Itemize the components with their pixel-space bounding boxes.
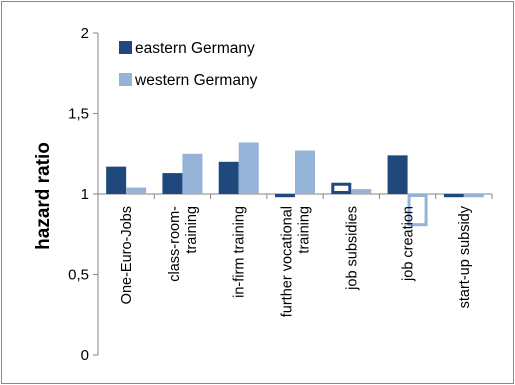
bar-eastern-germany [443,194,464,198]
y-tick-label: 1,5 [68,106,89,123]
bar-western-germany [351,189,372,194]
category-label: further vocational training [280,206,313,317]
category-label-line: start-up subsidy [457,205,473,308]
y-axis-ticks: 0 0,5 1 1,5 2 [68,25,98,364]
bar-western-germany [295,150,315,194]
bar-eastern-germany [331,182,352,194]
category-label: in-firm training [232,206,248,298]
bar-eastern-germany [218,161,239,194]
category-labels: One-Euro-Jobs class-room-training in-firm … [119,205,473,317]
bar-western-germany [126,187,147,194]
category-label: One-Euro-Jobs [119,206,135,304]
category-label: job subsidies [344,206,360,291]
legend-swatch [119,73,132,86]
y-tick-label: 1 [81,186,89,203]
legend-label: western Germany [134,72,258,89]
bar-eastern-germany [275,194,295,198]
bar-western-germany [238,142,259,194]
bar-eastern-germany [162,173,183,194]
plot-area [97,33,493,355]
category-label: job creation [401,206,417,282]
y-tick-label: 0 [81,347,89,364]
category-label-line: training [297,206,313,254]
legend-item: western Germany [119,72,258,89]
category-label-line: training [184,206,200,254]
bar-eastern-germany [106,166,127,194]
category-label-line: job creation [401,206,417,282]
category-label-line: job subsidies [344,206,360,291]
legend-item: eastern Germany [119,40,255,57]
category-label: class-room-training [167,206,200,282]
y-axis-title: hazard ratio [33,142,54,250]
category-label-line: class-room- [167,206,183,282]
category-label: start-up subsidy [457,205,473,308]
category-label-line: further vocational [280,206,296,317]
legend-label: eastern Germany [135,40,255,57]
y-tick-label: 2 [81,25,89,42]
category-label-line: One-Euro-Jobs [119,206,135,304]
category-label-line: in-firm training [232,206,248,298]
bar-eastern-germany [387,155,408,194]
legend-swatch [119,41,132,54]
legend: eastern Germany western Germany [119,40,258,89]
bar-western-germany [463,194,484,198]
y-tick-label: 0,5 [68,267,89,284]
bar-western-germany [407,194,428,227]
bar-western-germany [182,153,203,194]
